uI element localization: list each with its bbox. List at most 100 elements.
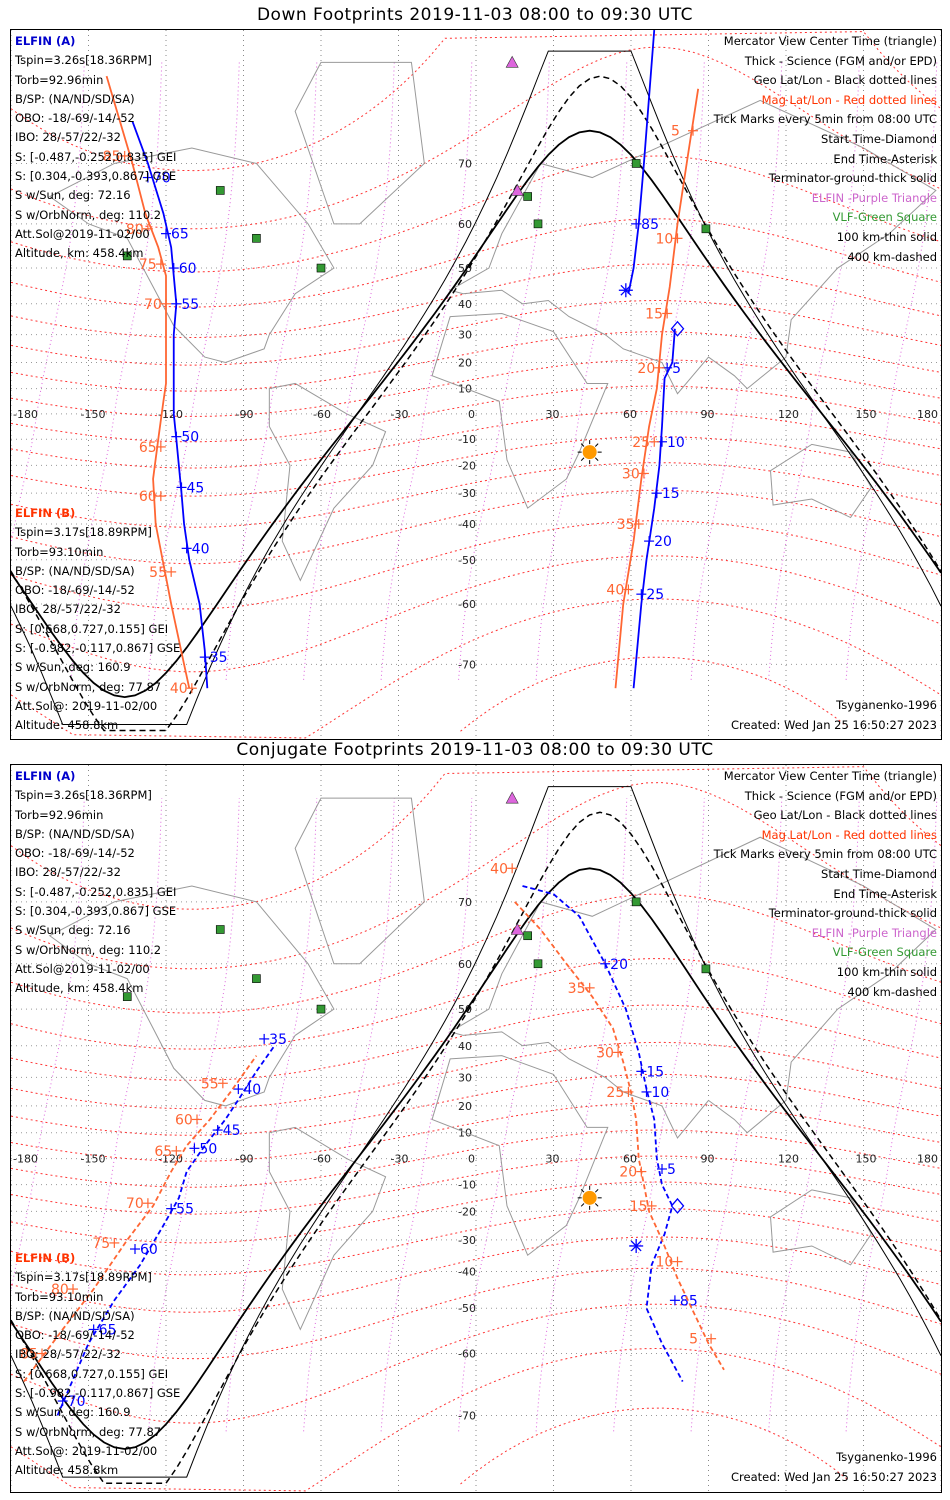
elfin_a-line: Att.Sol@2019-11-02/00 [15,226,150,241]
lat-tick-label: -70 [458,658,476,671]
elfin-b-track [105,75,191,689]
lon-tick-label: 150 [856,1153,877,1166]
elfin_b-line: B/SP: (NA/ND/SD/SA) [15,1308,135,1323]
tick-label: 10 [656,231,674,247]
elfin-b-track [23,1055,258,1383]
elfin_b-line: S w/Sun, deg: 160.9 [15,660,131,675]
mag-lat-line [11,1102,941,1162]
coastline [448,836,937,1139]
elfin_a-line: Torb=92.96min [15,807,104,822]
tick-label: 30 [622,466,640,482]
sun-ray [594,1188,599,1193]
lat-tick-label: 70 [458,896,472,909]
tick-label: 65 [171,227,189,243]
terminator-100km [11,50,941,725]
tick-label: 70 [144,297,162,313]
coastline [448,99,937,395]
legend: Mercator View Center Time (triangle) Thic… [714,767,937,1002]
mag-lat-line [11,520,941,610]
mag-lon-line [380,62,473,680]
tick-label: 85 [103,149,121,165]
end-asterisk [630,1240,642,1252]
elfin_b-line: S: [-0.982,-0.117,0.867] GSE [15,641,181,656]
lat-tick-label: 30 [458,1071,472,1084]
elfin_a-line: OBO: -18/-69/-14/-52 [15,111,135,126]
lat-tick-label: 40 [458,298,472,311]
lon-tick-label: 0 [468,408,475,421]
mag-lat-line [11,766,941,910]
coastline [48,147,335,363]
lon-tick-label: 90 [701,1153,715,1166]
mag-lon-line [303,62,395,680]
lat-tick-label: 40 [458,1040,472,1053]
legend-item: Tick Marks every 5min from 08:00 UTC [713,112,937,127]
legend-item: ELFIN -Purple Triangle [811,925,937,940]
mag-lon-line [303,798,395,1432]
created-label: Created: Wed Jan 25 16:50:27 2023 [730,1470,937,1484]
elfin_a-line: S: [-0.487,-0.252,0.835] GEI [15,149,177,164]
tick-label: 15 [630,1199,648,1215]
sun-marker [582,1190,597,1205]
down-map-canvas: -180 -150 -120 -90 -60 -30 0 30 60 90 120 150 180 70 6… [11,30,941,739]
lat-tick-label: -30 [458,487,476,500]
lon-tick-label: 120 [778,408,799,421]
tick-label: 60 [179,261,197,277]
elfin-b-label: ELFIN (B) [15,506,76,520]
mag-lat-line [11,1267,941,1360]
mag-lon-line [458,62,550,680]
tick-label: 35 [617,517,635,533]
elfin_b-line: Altitude: 458.8km [15,718,119,733]
coastline [769,443,872,519]
tick-label: 50 [199,1141,217,1157]
tick-label: 50 [181,430,199,446]
elfin_a-line: OBO: -18/-69/-14/-52 [15,846,135,861]
elfin_b-line: S w/OrbNorm, deg: 77.87 [15,679,162,694]
mag-lat-line [11,1208,941,1276]
start-diamond [670,1197,685,1214]
mag-lat-line [11,489,941,565]
lon-tick-label: 30 [546,1153,560,1166]
mag-lon-line [690,798,783,1432]
lon-tick-label: 150 [856,408,877,421]
elfin_a-line: Altitude, km: 458.4km [15,981,144,996]
elfin_b-line: Att.Sol@: 2019-11-02/00 [15,1443,158,1458]
lon-tick-label: -60 [313,408,331,421]
mag-lat-line [11,1129,941,1188]
legend-item: Geo Lat/Lon - Black dotted lines [753,73,937,88]
mag-lon-line [458,798,550,1432]
lat-tick-label: -70 [458,1409,476,1422]
coastline [48,885,335,1107]
tick-label: 15 [646,1064,664,1080]
tick-label: 65 [139,440,157,456]
terminator-ground [11,867,941,1450]
elfin-triangle [510,183,524,196]
tick-label: 40 [243,1082,261,1098]
terminator-ground [11,129,941,699]
lat-tick-label: 20 [458,356,472,369]
mag-lat-line [11,1041,941,1110]
mag-lon-line [11,798,85,1294]
legend-item: Geo Lat/Lon - Black dotted lines [753,808,937,823]
mag-lat-line [460,1407,849,1485]
tick-label: 45 [223,1123,241,1139]
legend-item: End Time-Asterisk [833,151,937,166]
lat-tick-label: 60 [458,958,472,971]
elfin_a-line: IBO: 28/-57/22/-32 [15,865,121,880]
elfin_b-line: B/SP: (NA/ND/SD/SA) [15,563,135,578]
lat-tick-label: -60 [458,1348,476,1361]
legend-item: End Time-Asterisk [833,886,937,901]
tick-label: 60 [175,1112,193,1128]
tick-label: 15 [662,486,680,502]
elfin-triangle [505,791,519,804]
mag-lon-line [148,798,240,1432]
elfin-a-track [522,885,684,1382]
tick-label: 80 [126,222,144,238]
lat-tick-label: -50 [458,1302,476,1315]
legend: Mercator View Center Time (triangle) Thic… [714,32,937,267]
elfin_a-line: S w/OrbNorm, deg: 110.2 [15,942,162,957]
vlf-site-square [631,897,641,907]
lat-tick-label: -10 [458,1179,476,1192]
legend-item: 400 km-dashed [847,249,937,264]
elfin_b-line: Torb=93.10min [15,1289,104,1304]
lat-tick-label: -60 [458,598,476,611]
